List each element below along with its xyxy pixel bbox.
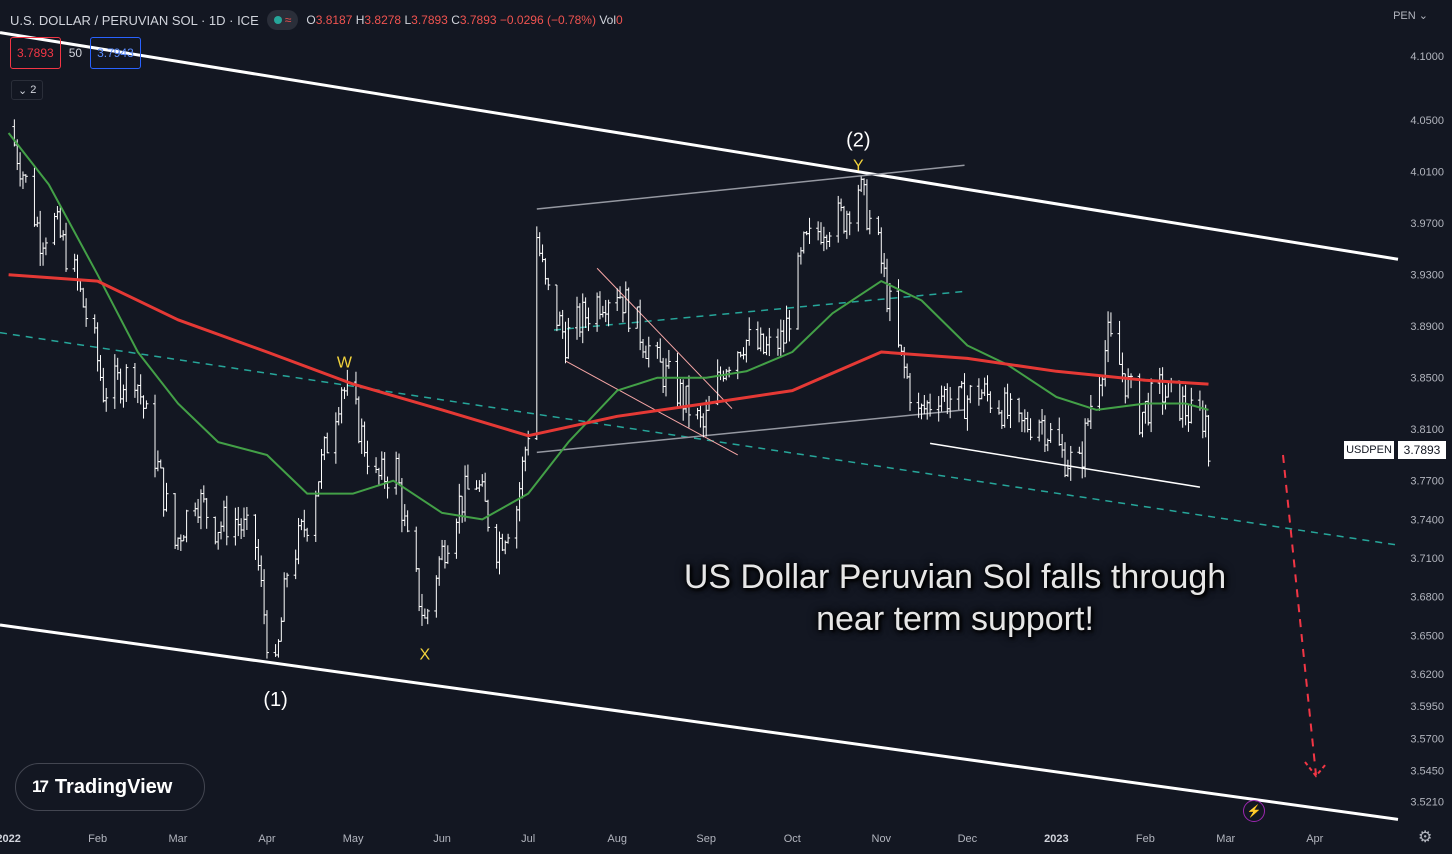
y-tick-label: 4.1000 [1410, 51, 1444, 63]
y-tick-label: 3.6800 [1410, 592, 1444, 604]
x-tick-label: Feb [88, 833, 107, 845]
indicators-count: 2 [30, 84, 37, 96]
x-tick-label: Jun [433, 833, 451, 845]
sell-button[interactable]: 3.7893 [10, 37, 61, 69]
tradingview-logo-icon: 17 [32, 777, 49, 796]
currency-selector[interactable]: PEN ⌄ [1393, 9, 1428, 22]
triangle-line [565, 360, 738, 456]
dashed-support-line [0, 331, 1399, 546]
chart-headline: US Dollar Peruvian Sol falls through nea… [600, 556, 1310, 640]
headline-line-1: US Dollar Peruvian Sol falls through [683, 558, 1227, 596]
buy-button[interactable]: 3.7943 [90, 37, 141, 69]
wave-label: X [420, 646, 431, 663]
x-tick-label: Aug [607, 833, 627, 845]
x-tick-label: Apr [1306, 833, 1323, 845]
chevron-down-icon: ⌄ [18, 84, 28, 97]
last-price-label: 3.7893 [1398, 441, 1446, 459]
gear-icon[interactable]: ⚙ [1418, 829, 1433, 846]
y-tick-label: 3.6200 [1410, 669, 1444, 681]
chart-header: U.S. DOLLAR / PERUVIAN SOL · 1D · ICE ≈ … [10, 9, 623, 31]
channel-upper-line [0, 31, 1399, 261]
x-tick-label: Nov [872, 833, 892, 845]
wave-icon: ≈ [284, 13, 292, 27]
ma-200-line [8, 273, 1209, 438]
x-tick-label: Dec [958, 833, 978, 845]
x-tick-label: 2023 [1044, 833, 1068, 845]
y-tick-label: 3.8900 [1410, 321, 1444, 333]
trade-buttons: 3.7893 50 3.7943 [10, 37, 141, 69]
x-tick-label: Apr [258, 833, 275, 845]
ma-50-line [7, 132, 1209, 521]
y-tick-label: 3.7100 [1410, 553, 1444, 565]
x-tick-label: May [343, 833, 364, 845]
wave-label: Y [853, 158, 864, 175]
wave-label: (2) [846, 130, 870, 152]
x-tick-label: Mar [1216, 833, 1235, 845]
y-tick-label: 3.9300 [1410, 270, 1444, 282]
y-tick-label: 3.8100 [1410, 424, 1444, 436]
indicators-toggle[interactable]: ⌄ 2 [11, 80, 44, 100]
x-tick-label: Sep [696, 833, 716, 845]
market-status[interactable]: ≈ [266, 10, 299, 30]
ohlc-readout: O3.8187 H3.8278 L3.7893 C3.7893 −0.0296 … [306, 13, 623, 27]
x-tick-label: Oct [784, 833, 801, 845]
symbol-title[interactable]: U.S. DOLLAR / PERUVIAN SOL · 1D · ICE [10, 12, 259, 28]
chevron-down-icon: ⌄ [1418, 10, 1428, 22]
symbol-price-label: USDPEN [1344, 441, 1395, 459]
y-tick-label: 4.0500 [1410, 115, 1444, 127]
y-tick-label: 3.5450 [1410, 765, 1444, 777]
x-tick-label: Feb [1136, 833, 1155, 845]
wave-label: (1) [263, 689, 287, 711]
y-tick-label: 3.6500 [1410, 630, 1444, 642]
spread-value: 50 [68, 46, 83, 60]
x-tick-label: 2022 [0, 833, 21, 845]
x-tick-label: Mar [169, 833, 188, 845]
channel-lower-line [0, 623, 1399, 821]
y-tick-label: 3.8500 [1410, 373, 1444, 385]
projection-arrowhead [1304, 761, 1327, 778]
wedge-upper-line [536, 164, 965, 210]
y-tick-label: 3.9700 [1410, 218, 1444, 230]
currency-label: PEN [1393, 10, 1416, 22]
logo-text: TradingView [54, 775, 173, 798]
y-tick-label: 3.5950 [1410, 701, 1444, 713]
y-tick-label: 3.5700 [1410, 733, 1444, 745]
headline-line-2: near term support! [816, 600, 1094, 638]
dashed-midline [553, 290, 965, 331]
wedge-lower-line [536, 409, 965, 454]
y-tick-label: 3.5210 [1410, 796, 1444, 808]
y-tick-label: 3.7700 [1410, 476, 1444, 488]
y-tick-label: 4.0100 [1410, 167, 1444, 179]
y-tick-label: 3.7400 [1410, 514, 1444, 526]
wave-label: W [337, 355, 353, 372]
x-tick-label: Jul [521, 833, 535, 845]
lightning-icon[interactable]: ⚡ [1243, 800, 1265, 822]
market-open-icon [273, 16, 282, 24]
tradingview-logo[interactable]: 17 TradingView [15, 763, 205, 811]
